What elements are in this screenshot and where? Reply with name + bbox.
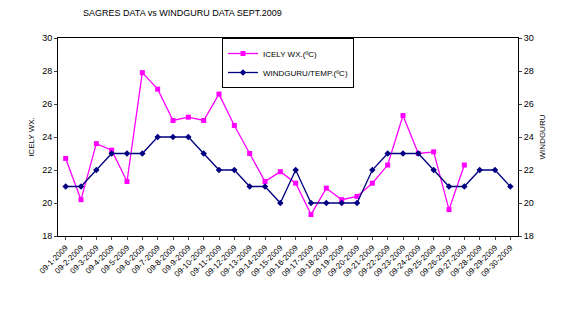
svg-text:09-28-2009: 09-28-2009 [449,243,485,279]
svg-text:09-26-2009: 09-26-2009 [418,243,454,279]
svg-text:09-21-2009: 09-21-2009 [341,243,377,279]
svg-text:20: 20 [524,198,534,208]
svg-text:09-20-2009: 09-20-2009 [326,243,362,279]
svg-text:09-5-2009: 09-5-2009 [99,243,132,276]
svg-text:09-10-2009: 09-10-2009 [173,243,209,279]
svg-text:09-17-2009: 09-17-2009 [280,243,316,279]
svg-text:09-7-2009: 09-7-2009 [130,243,163,276]
svg-text:09-22-2009: 09-22-2009 [357,243,393,279]
svg-text:09-12-2009: 09-12-2009 [203,243,239,279]
svg-text:ICELY WX.: ICELY WX. [27,117,36,157]
svg-text:26: 26 [524,99,534,109]
svg-text:09-23-2009: 09-23-2009 [372,243,408,279]
svg-text:24: 24 [524,132,534,142]
svg-text:09-29-2009: 09-29-2009 [464,243,500,279]
svg-text:09-30-2009: 09-30-2009 [479,243,515,279]
svg-text:SAGRES DATA vs WINDGURU DATA S: SAGRES DATA vs WINDGURU DATA SEPT.2009 [83,8,282,18]
svg-text:26: 26 [42,99,52,109]
svg-text:09-3-2009: 09-3-2009 [68,243,101,276]
svg-text:09-19-2009: 09-19-2009 [311,243,347,279]
svg-text:09-9-2009: 09-9-2009 [160,243,193,276]
svg-text:WINDGURU/TEMP.(ºC): WINDGURU/TEMP.(ºC) [263,69,348,78]
svg-text:09-14-2009: 09-14-2009 [234,243,270,279]
svg-text:09-24-2009: 09-24-2009 [387,243,423,279]
svg-text:09-4-2009: 09-4-2009 [84,243,117,276]
svg-text:30: 30 [524,33,534,43]
svg-text:09-15-2009: 09-15-2009 [249,243,285,279]
svg-text:WINDGURU: WINDGURU [538,114,547,159]
svg-text:09-25-2009: 09-25-2009 [403,243,439,279]
svg-text:22: 22 [524,165,534,175]
svg-text:09-18-2009: 09-18-2009 [295,243,331,279]
svg-text:28: 28 [42,66,52,76]
svg-text:09-13-2009: 09-13-2009 [219,243,255,279]
svg-text:18: 18 [524,231,534,241]
svg-text:22: 22 [42,165,52,175]
svg-text:24: 24 [42,132,52,142]
svg-text:30: 30 [42,33,52,43]
svg-text:09-8-2009: 09-8-2009 [145,243,178,276]
svg-text:28: 28 [524,66,534,76]
svg-text:09-2-2009: 09-2-2009 [53,243,86,276]
svg-text:09-6-2009: 09-6-2009 [114,243,147,276]
svg-text:09-16-2009: 09-16-2009 [265,243,301,279]
svg-text:09-11-2009: 09-11-2009 [188,243,223,278]
svg-text:20: 20 [42,198,52,208]
svg-text:09-1-2009: 09-1-2009 [38,243,71,276]
svg-text:09-27-2009: 09-27-2009 [433,243,469,279]
svg-text:ICELY WX.(ºC): ICELY WX.(ºC) [263,50,317,59]
svg-text:18: 18 [42,231,52,241]
